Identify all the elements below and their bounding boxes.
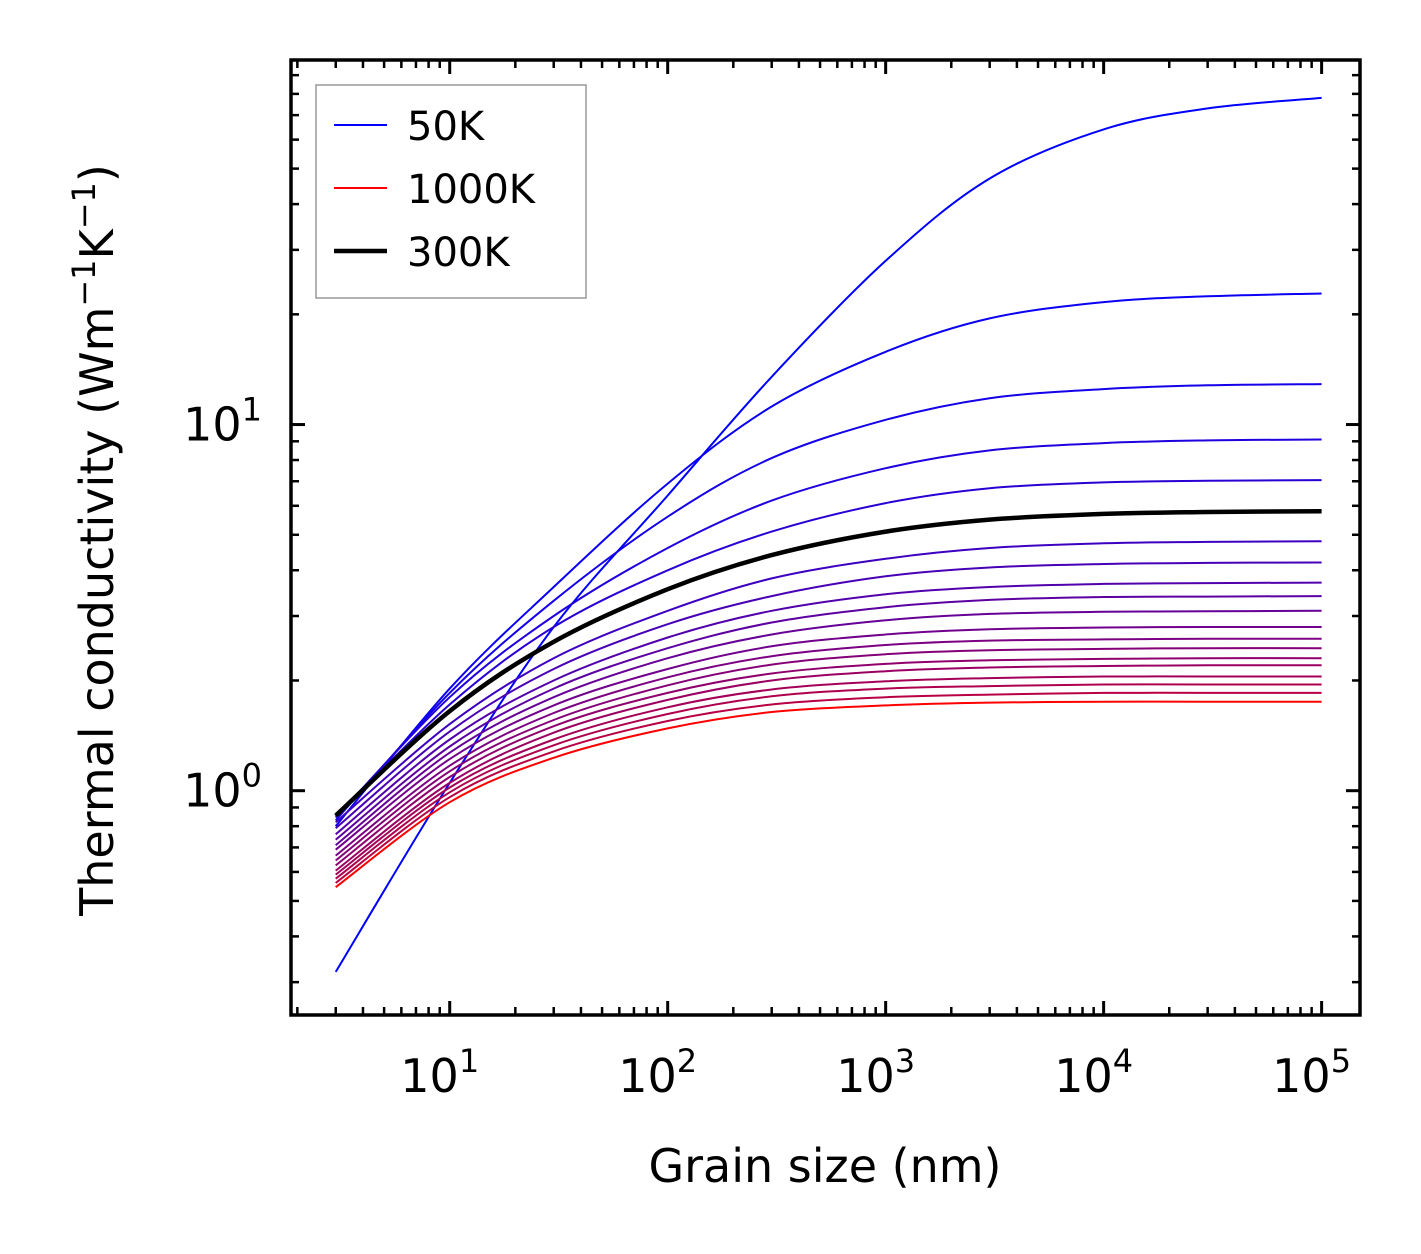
series-line-750K: [335, 657, 1322, 867]
series-line-950K: [335, 691, 1322, 884]
series-line-700K: [335, 647, 1322, 862]
curves-group: [334, 96, 1322, 973]
y-tick-label: 100: [183, 757, 262, 818]
x-axis-label: Grain size (nm): [649, 1139, 1002, 1193]
y-axis-label: Thermal conductivity (Wm−1K−1): [65, 164, 124, 917]
series-line-850K: [335, 675, 1322, 876]
series-line-450K: [335, 581, 1322, 836]
series-line-900K: [335, 683, 1322, 880]
legend-entry-300K: 300K: [334, 230, 511, 276]
series-line-300K: [334, 508, 1322, 818]
x-tick-label: 105: [1272, 1042, 1351, 1103]
series-line-100K: [334, 292, 1322, 827]
series-line-200K: [334, 438, 1322, 819]
legend-label: 300K: [407, 230, 511, 276]
series-line-350K: [335, 540, 1322, 824]
legend-label: 50K: [407, 104, 486, 150]
legend-box: [315, 84, 587, 299]
legend-entry-1000K: 1000K: [334, 167, 537, 213]
series-line-1000K: [335, 700, 1322, 889]
x-tick-label: 101: [400, 1042, 479, 1103]
series-line-500K: [335, 595, 1322, 841]
series-line-800K: [335, 664, 1322, 872]
series-line-400K: [335, 561, 1322, 829]
x-tick-label: 104: [1054, 1042, 1133, 1103]
series-line-150K: [334, 383, 1322, 821]
axes-frame: [289, 58, 1362, 1017]
y-tick-label: 101: [183, 391, 262, 452]
legend-label: 1000K: [407, 167, 537, 213]
tick-labels-group: 101 102 103 104 105 100 101: [183, 391, 1351, 1103]
legend-entry-50K: 50K: [334, 104, 486, 150]
series-line-550K: [335, 609, 1322, 846]
series-line-600K: [335, 625, 1322, 851]
series-line-250K: [335, 479, 1322, 818]
x-tick-label: 103: [836, 1042, 915, 1103]
legend: 50K 1000K 300K: [315, 84, 587, 299]
x-tick-label: 102: [618, 1042, 697, 1103]
series-line-650K: [335, 637, 1322, 857]
